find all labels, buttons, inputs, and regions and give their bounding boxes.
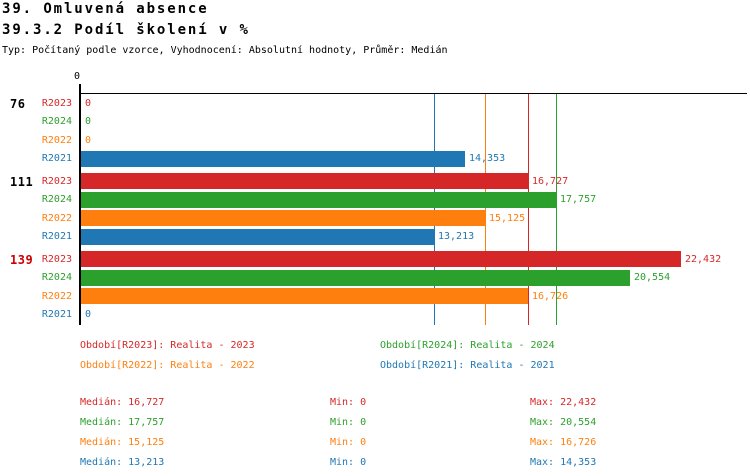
stats-row: Medián: 13,213 Min: 0 Max: 14,353 [80, 453, 596, 473]
series-row-label: R2023 [41, 253, 72, 265]
series-row-label: R2021 [41, 231, 72, 243]
chart-legend: Období[R2023]: Realita - 2023 Období[R202… [80, 340, 700, 371]
series-row: R2024 17,757 [0, 191, 750, 210]
bar-value-label: 0 [85, 134, 92, 146]
chart-subtitle: Typ: Počítaný podle vzorce, Vyhodnocení:… [2, 45, 448, 56]
bar-zone: 16,727 [81, 173, 569, 190]
series-row-label: R2022 [41, 290, 72, 302]
chart-group-139: 139 R2023 22,432 R2024 20,554 R2022 16,7… [0, 250, 750, 324]
bar-value-label: 20,554 [634, 272, 671, 284]
group-label: 111 [10, 175, 34, 189]
chart-title: 39.3.2 Podíl školení v % [2, 22, 250, 38]
bar-chart: 0 76 R2023 0 R2024 0 R2022 0 R2021 14,35… [0, 71, 750, 328]
bar-value-label: 14,353 [469, 153, 506, 165]
bar [81, 269, 630, 286]
series-row: R2022 16,726 [0, 287, 750, 306]
stat-min-value: Min: 0 [330, 437, 367, 448]
series-row-label: R2024 [41, 116, 72, 128]
chart-group-111: 111 R2023 16,727 R2024 17,757 R2022 15,1… [0, 172, 750, 246]
bar [81, 173, 528, 190]
median-line-R2021 [434, 94, 435, 325]
bar [81, 228, 434, 245]
series-row: R2021 13,213 [0, 228, 750, 247]
series-row-label: R2022 [41, 134, 72, 146]
stat-min-value: Min: 0 [330, 397, 367, 408]
median-line-R2022 [485, 94, 486, 325]
median-line-R2023 [528, 94, 529, 325]
series-row-label: R2023 [41, 97, 72, 109]
report-title: 39. Omluvená absence [2, 1, 209, 17]
series-row-label: R2023 [41, 175, 72, 187]
bar [81, 288, 528, 305]
series-row-label: R2024 [41, 194, 72, 206]
bar-value-label: 22,432 [685, 253, 722, 265]
chart-stats: Medián: 16,727 Min: 0 Max: 22,432 Medián… [80, 393, 596, 473]
series-row: R2022 15,125 [0, 209, 750, 228]
series-row: R2023 22,432 [0, 250, 750, 269]
legend-item: Období[R2024]: Realita - 2024 [380, 340, 555, 351]
stat-min-value: Min: 0 [330, 457, 367, 468]
bar-zone: 0 [81, 95, 91, 111]
stats-row: Medián: 15,125 Min: 0 Max: 16,726 [80, 433, 596, 453]
stats-row: Medián: 17,757 Min: 0 Max: 20,554 [80, 413, 596, 433]
series-row: R2023 0 [0, 94, 750, 113]
bar [81, 191, 556, 208]
bar-value-label: 15,125 [489, 212, 526, 224]
group-label: 76 [10, 97, 26, 111]
bar-value-label: 16,726 [532, 290, 569, 302]
stats-row: Medián: 16,727 Min: 0 Max: 22,432 [80, 393, 596, 413]
bar-zone: 15,125 [81, 210, 526, 227]
bar-value-label: 0 [85, 116, 92, 128]
bar-value-label: 13,213 [438, 231, 475, 243]
legend-item: Období[R2022]: Realita - 2022 [80, 360, 255, 371]
bar-zone: 20,554 [81, 269, 671, 286]
chart-groups: 76 R2023 0 R2024 0 R2022 0 R2021 14,353 … [0, 94, 750, 328]
bar-value-label: 0 [85, 97, 92, 109]
stat-max-value: Max: 14,353 [530, 457, 597, 468]
bar-value-label: 0 [85, 309, 92, 321]
series-row-label: R2022 [41, 212, 72, 224]
bar-zone: 17,757 [81, 191, 597, 208]
series-row-label: R2021 [41, 153, 72, 165]
bar-zone: 0 [81, 132, 91, 148]
bar-zone: 13,213 [81, 228, 475, 245]
series-row-label: R2021 [41, 309, 72, 321]
series-row: R2023 16,727 [0, 172, 750, 191]
bar [81, 251, 681, 268]
bar-zone: 14,353 [81, 150, 506, 167]
stat-max-value: Max: 16,726 [530, 437, 597, 448]
series-row-label: R2024 [41, 272, 72, 284]
bar-zone: 16,726 [81, 288, 569, 305]
series-row: R2021 0 [0, 306, 750, 325]
bar-zone: 0 [81, 307, 91, 323]
stat-max-value: Max: 20,554 [530, 417, 597, 428]
bar-zone: 0 [81, 114, 91, 130]
legend-item: Období[R2021]: Realita - 2021 [380, 360, 555, 371]
bar-value-label: 17,757 [560, 194, 597, 206]
x-axis-line [81, 93, 747, 94]
bar [81, 210, 485, 227]
series-row: R2021 14,353 [0, 150, 750, 169]
stat-median-value: Medián: 15,125 [80, 437, 165, 448]
bar-value-label: 16,727 [532, 175, 569, 187]
series-row: R2024 0 [0, 113, 750, 132]
bar-zone: 22,432 [81, 251, 722, 268]
series-row: R2024 20,554 [0, 269, 750, 288]
series-row: R2022 0 [0, 131, 750, 150]
x-axis-zero-tick-label: 0 [74, 71, 81, 82]
median-line-R2024 [556, 94, 557, 325]
stat-median-value: Medián: 13,213 [80, 457, 165, 468]
bar [81, 150, 465, 167]
stat-max-value: Max: 22,432 [530, 397, 597, 408]
stat-median-value: Medián: 16,727 [80, 397, 165, 408]
chart-group-76: 76 R2023 0 R2024 0 R2022 0 R2021 14,353 [0, 94, 750, 168]
y-axis-line [79, 84, 81, 325]
stat-median-value: Medián: 17,757 [80, 417, 165, 428]
stat-min-value: Min: 0 [330, 417, 367, 428]
legend-item: Období[R2023]: Realita - 2023 [80, 340, 255, 351]
group-label: 139 [10, 253, 34, 267]
